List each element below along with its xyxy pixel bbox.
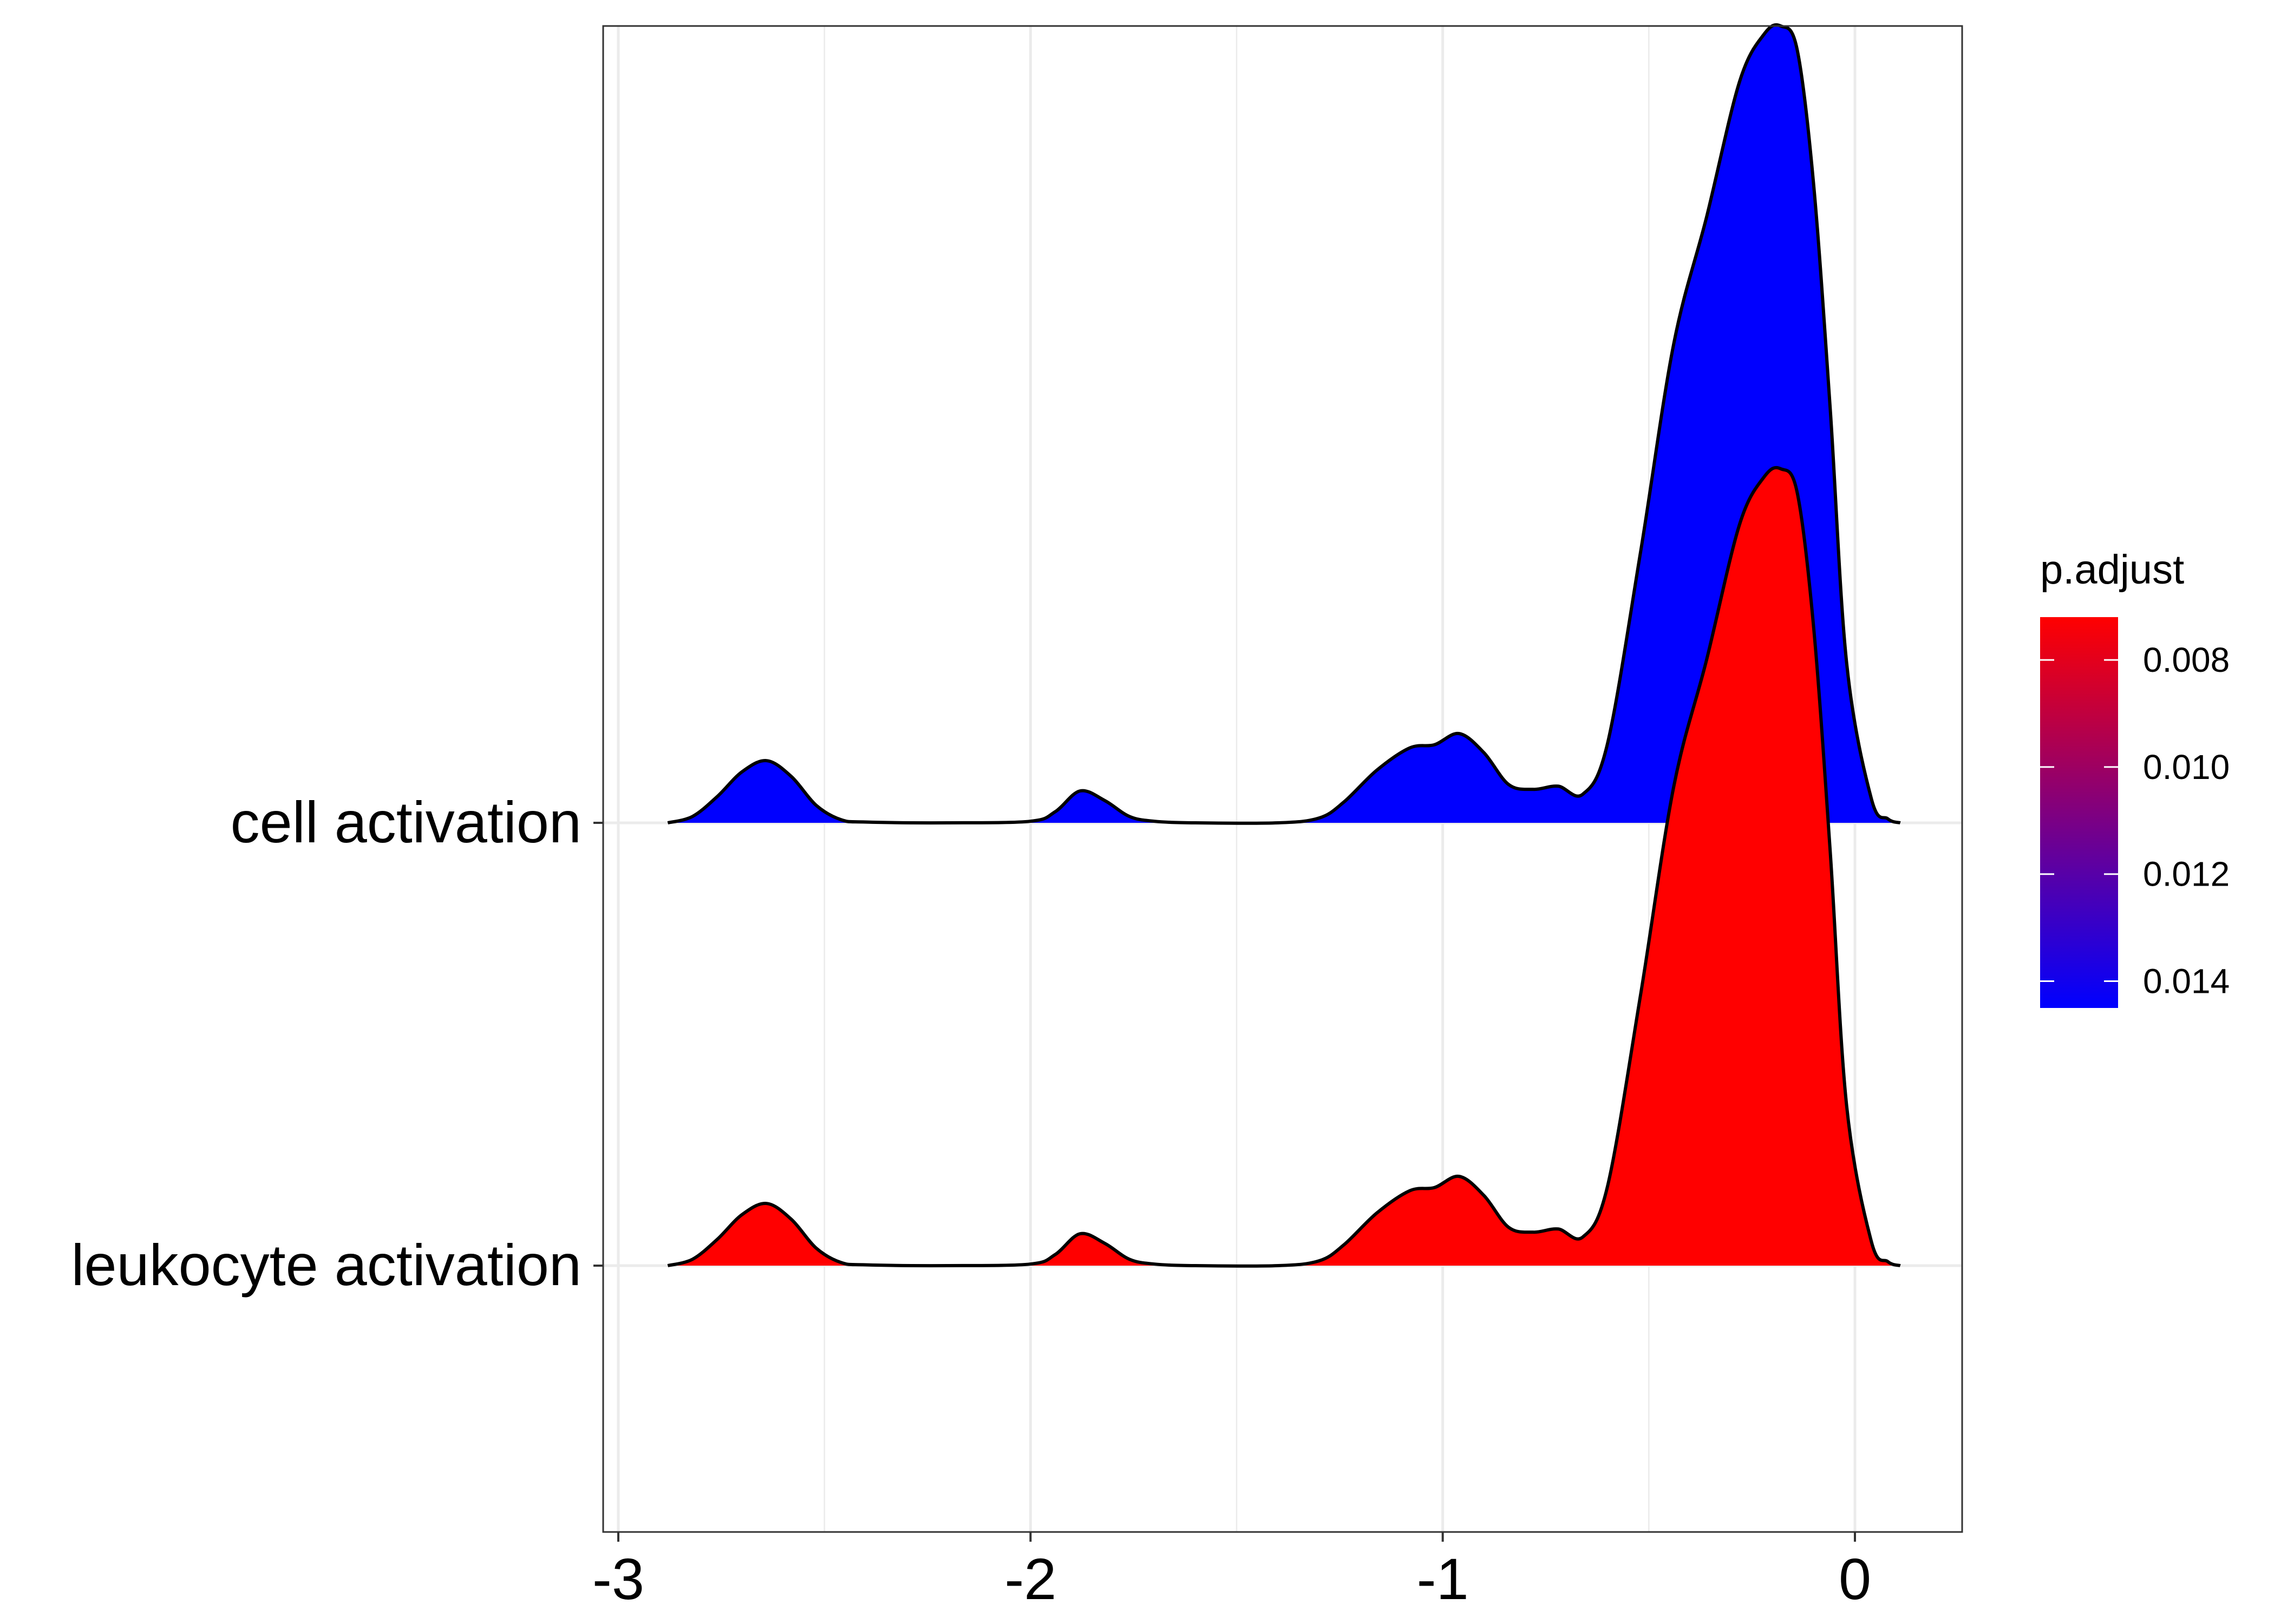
color-legend: p.adjust 0.008 0.010 0.012 0.014: [2040, 547, 2230, 1008]
legend-title: p.adjust: [2040, 547, 2184, 593]
x-tick-label: -1: [1417, 1546, 1469, 1612]
legend-tick-label: 0.014: [2143, 962, 2230, 1001]
y-tick-label: cell activation: [231, 789, 581, 855]
ridge-outline: [667, 466, 1901, 1268]
x-tick-label: 0: [1839, 1546, 1871, 1612]
legend-tick-label: 0.010: [2143, 748, 2230, 787]
x-tick-label: -2: [1004, 1546, 1056, 1612]
ridge-outline: [667, 23, 1901, 825]
y-axis: cell activation leukocyte activation: [71, 789, 603, 1298]
legend-colorbar: [2040, 617, 2118, 1008]
panel-border: [602, 25, 1963, 1533]
legend-tick-label: 0.008: [2143, 640, 2230, 679]
legend-tick-label: 0.012: [2143, 855, 2230, 894]
density-ridges: [667, 23, 1901, 1268]
x-axis: -3 -2 -1 0: [592, 1532, 1871, 1612]
x-tick-label: -3: [592, 1546, 644, 1612]
y-tick-label: leukocyte activation: [71, 1232, 581, 1298]
ridge-area: [668, 467, 1900, 1266]
